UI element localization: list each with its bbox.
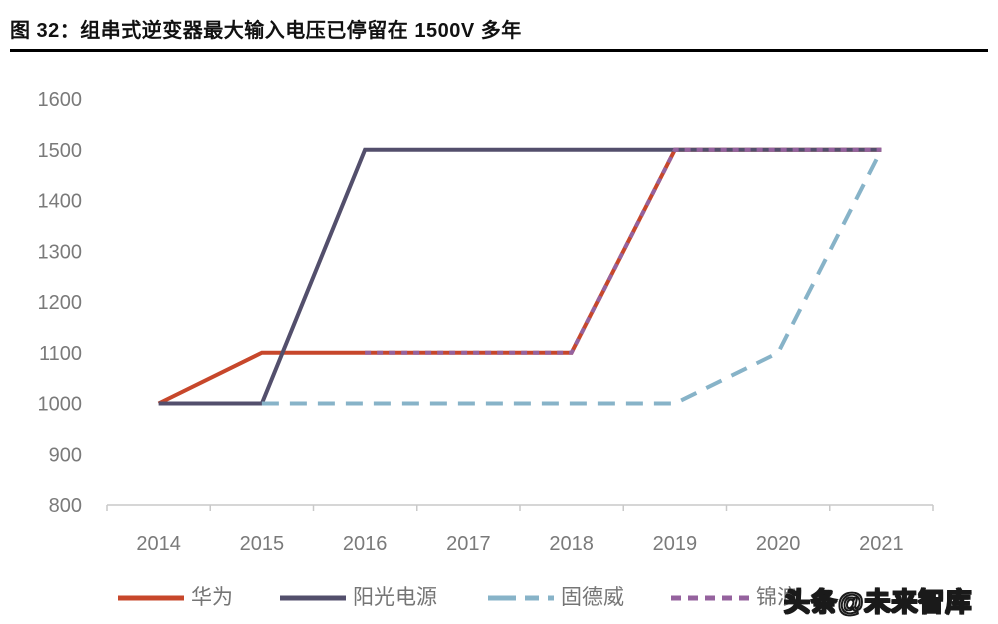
- legend-swatch-line-icon: [118, 595, 184, 601]
- legend-swatch-line-icon: [280, 595, 346, 601]
- chart-legend: 华为 阳光电源 固德威 锦浪: [0, 584, 998, 616]
- y-tick-label: 1200: [38, 292, 83, 314]
- x-tick-label: 2019: [653, 533, 698, 555]
- y-tick-label: 800: [49, 495, 82, 517]
- legend-item-goodwe: 固德威: [488, 584, 624, 612]
- legend-swatch-dashed-line-icon: [488, 595, 554, 601]
- series-line-1: [158, 147, 882, 406]
- x-tick-label: 2021: [859, 533, 904, 555]
- legend-item-huawei: 华为: [118, 584, 233, 612]
- watermark-text: 头条@未来智库: [783, 586, 973, 618]
- y-tick-label: 1000: [38, 394, 83, 416]
- legend-swatch-dotted-line-icon: [671, 595, 749, 601]
- legend-label: 阳光电源: [353, 586, 437, 609]
- x-tick-label: 2018: [549, 533, 594, 555]
- x-tick-label: 2017: [446, 533, 491, 555]
- title-underline-rule: [10, 49, 988, 52]
- x-tick-label: 2015: [240, 533, 285, 555]
- legend-item-ginlong: 锦浪: [671, 584, 798, 612]
- x-tick-label: 2016: [343, 533, 388, 555]
- series-line-2: [261, 148, 884, 406]
- y-tick-label: 1300: [38, 241, 83, 263]
- series-line-0: [157, 147, 882, 406]
- y-tick-label: 1500: [38, 140, 83, 162]
- series-line-3: [365, 147, 882, 355]
- figure-title: 图 32：组串式逆变器最大输入电压已停留在 1500V 多年: [10, 20, 522, 42]
- legend-item-sungrow: 阳光电源: [280, 584, 437, 612]
- y-tick-label: 1400: [38, 191, 83, 213]
- legend-label: 锦浪: [756, 586, 798, 609]
- y-tick-label: 1100: [39, 343, 82, 365]
- legend-label: 华为: [191, 586, 233, 609]
- x-tick-label: 2014: [136, 533, 181, 555]
- y-tick-label: 1600: [38, 89, 83, 111]
- legend-label: 固德威: [561, 586, 624, 609]
- x-tick-label: 2020: [756, 533, 801, 555]
- y-tick-label: 900: [49, 444, 82, 466]
